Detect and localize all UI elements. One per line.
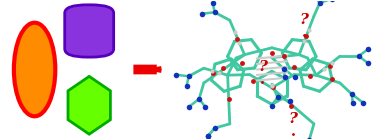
Text: ?: ? xyxy=(299,13,308,27)
Text: ?: ? xyxy=(258,60,267,74)
FancyBboxPatch shape xyxy=(65,5,114,57)
Text: ?: ? xyxy=(288,112,297,126)
Ellipse shape xyxy=(14,23,55,116)
Polygon shape xyxy=(68,76,110,134)
